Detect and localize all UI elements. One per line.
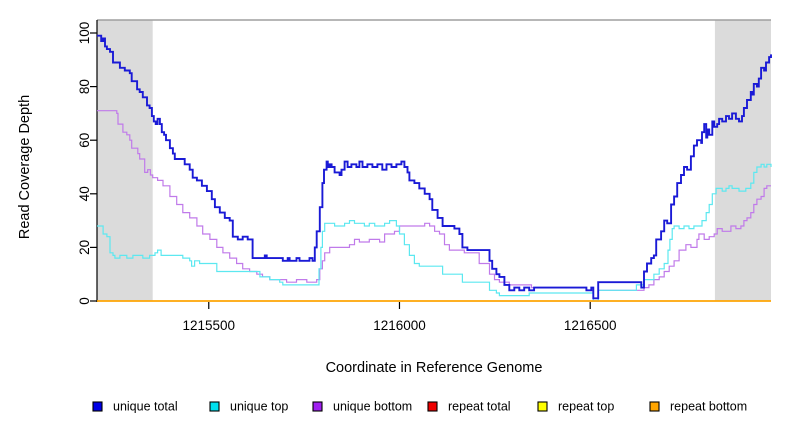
- legend-swatch: [537, 401, 548, 412]
- y-tick-label: 80: [77, 79, 92, 94]
- legend-swatch: [92, 401, 103, 412]
- legend-swatch: [649, 401, 660, 412]
- legend-label: unique bottom: [333, 400, 412, 414]
- y-tick-label: 20: [77, 240, 92, 255]
- y-tick-label: 40: [77, 186, 92, 201]
- x-axis-title: Coordinate in Reference Genome: [326, 360, 543, 376]
- y-tick-label: 100: [77, 22, 92, 45]
- y-tick-label: 60: [77, 133, 92, 148]
- x-tick-label: 1215500: [182, 318, 235, 333]
- plot-frame: [96, 19, 771, 302]
- legend-item-unique-total: unique total: [92, 400, 178, 414]
- legend-swatch: [209, 401, 220, 412]
- legend-label: repeat top: [558, 400, 614, 414]
- legend-label: unique top: [230, 400, 288, 414]
- legend: unique total unique top unique bottom repea…: [92, 400, 747, 414]
- legend-label: repeat bottom: [670, 400, 747, 414]
- highlight-bands: [97, 20, 771, 301]
- y-axis-title: Read Coverage Depth: [17, 95, 33, 239]
- x-tick-label: 1216500: [564, 318, 617, 333]
- legend-swatch: [312, 401, 323, 412]
- axes: 0 20 40 60 80 100 1215500 1216000 1216500: [77, 22, 616, 333]
- series-line-unique-top: [97, 163, 772, 302]
- x-tick-label: 1216000: [373, 318, 426, 333]
- legend-swatch: [427, 401, 438, 412]
- highlight-band: [714, 20, 771, 301]
- series-line-unique-bottom: [97, 110, 771, 299]
- legend-item-repeat-top: repeat top: [537, 400, 614, 414]
- series-lines: [97, 34, 772, 302]
- legend-item-unique-top: unique top: [209, 400, 288, 414]
- legend-item-repeat-bottom: repeat bottom: [649, 400, 747, 414]
- legend-label: unique total: [113, 400, 178, 414]
- y-tick-label: 0: [77, 297, 92, 305]
- legend-item-repeat-total: repeat total: [427, 400, 511, 414]
- series-line-unique-total: [97, 34, 772, 300]
- legend-label: repeat total: [448, 400, 511, 414]
- legend-item-unique-bottom: unique bottom: [312, 400, 412, 414]
